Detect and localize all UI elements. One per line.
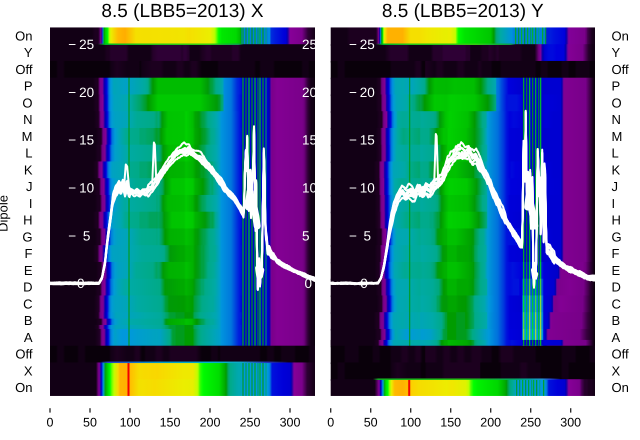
svg-text:H: H (23, 213, 32, 228)
svg-text:−: − (349, 133, 357, 148)
svg-text:−: − (68, 37, 76, 52)
svg-text:0: 0 (327, 416, 334, 430)
svg-text:On: On (15, 380, 32, 395)
svg-text:H: H (612, 213, 621, 228)
svg-text:150: 150 (440, 416, 461, 430)
svg-text:G: G (22, 229, 32, 244)
svg-text:K: K (612, 162, 621, 177)
svg-text:Off: Off (612, 347, 629, 362)
svg-text:Off: Off (612, 62, 629, 77)
svg-text:N: N (23, 112, 32, 127)
svg-text:M: M (612, 129, 623, 144)
svg-text:150: 150 (160, 416, 181, 430)
svg-text:−: − (68, 133, 76, 148)
svg-text:300: 300 (280, 416, 301, 430)
svg-text:On: On (15, 28, 32, 43)
svg-text:100: 100 (400, 416, 421, 430)
svg-text:10: 10 (360, 181, 375, 196)
svg-text:L: L (612, 146, 619, 161)
svg-text:25: 25 (79, 37, 94, 52)
svg-text:5: 5 (83, 228, 91, 243)
svg-text:N: N (612, 112, 621, 127)
svg-text:B: B (612, 313, 621, 328)
svg-text:O: O (612, 95, 622, 110)
svg-text:0: 0 (305, 276, 313, 291)
svg-text:−: − (68, 85, 76, 100)
svg-text:250: 250 (520, 416, 541, 430)
svg-text:−: − (349, 228, 357, 243)
svg-text:200: 200 (480, 416, 501, 430)
svg-text:−: − (349, 37, 357, 52)
svg-text:10: 10 (79, 181, 94, 196)
svg-text:0: 0 (47, 416, 54, 430)
svg-text:15: 15 (302, 133, 317, 148)
svg-text:J: J (26, 179, 33, 194)
svg-text:L: L (25, 146, 32, 161)
svg-text:E: E (612, 263, 621, 278)
svg-text:B: B (24, 313, 33, 328)
svg-text:0: 0 (77, 276, 85, 291)
svg-text:20: 20 (79, 85, 94, 100)
svg-text:E: E (24, 263, 33, 278)
svg-text:5: 5 (302, 228, 310, 243)
svg-text:−: − (68, 228, 76, 243)
svg-text:D: D (612, 280, 621, 295)
svg-text:P: P (24, 79, 33, 94)
svg-text:P: P (612, 79, 621, 94)
svg-text:F: F (25, 246, 33, 261)
svg-text:250: 250 (240, 416, 261, 430)
svg-text:−: − (349, 181, 357, 196)
svg-text:10: 10 (302, 181, 317, 196)
svg-text:J: J (612, 179, 619, 194)
svg-text:G: G (612, 229, 622, 244)
svg-text:20: 20 (302, 85, 317, 100)
svg-text:X: X (612, 363, 621, 378)
svg-text:O: O (22, 95, 32, 110)
svg-text:−: − (349, 85, 357, 100)
svg-text:A: A (612, 330, 621, 345)
svg-text:I: I (612, 196, 616, 211)
svg-text:X: X (24, 363, 33, 378)
svg-text:F: F (612, 246, 620, 261)
svg-text:D: D (23, 280, 32, 295)
svg-text:100: 100 (120, 416, 141, 430)
svg-text:15: 15 (360, 133, 375, 148)
svg-text:50: 50 (364, 416, 378, 430)
svg-text:25: 25 (302, 37, 317, 52)
svg-text:I: I (29, 196, 33, 211)
svg-text:50: 50 (83, 416, 97, 430)
svg-text:25: 25 (360, 37, 375, 52)
svg-text:K: K (24, 162, 33, 177)
svg-text:8.5 (LBB5=2013) X: 8.5 (LBB5=2013) X (101, 1, 263, 22)
svg-text:Y: Y (24, 45, 33, 60)
svg-text:0: 0 (360, 276, 368, 291)
svg-text:20: 20 (360, 85, 375, 100)
svg-text:C: C (23, 296, 32, 311)
svg-text:C: C (612, 296, 621, 311)
svg-text:8.5 (LBB5=2013) Y: 8.5 (LBB5=2013) Y (382, 1, 544, 22)
svg-text:200: 200 (200, 416, 221, 430)
svg-text:300: 300 (560, 416, 581, 430)
svg-text:On: On (612, 28, 629, 43)
svg-text:A: A (24, 330, 33, 345)
svg-text:15: 15 (79, 133, 94, 148)
svg-text:On: On (612, 380, 629, 395)
svg-text:5: 5 (364, 228, 372, 243)
svg-text:−: − (68, 181, 76, 196)
svg-text:Dipole: Dipole (0, 195, 11, 232)
svg-text:Off: Off (15, 347, 32, 362)
svg-text:M: M (22, 129, 33, 144)
svg-text:Y: Y (612, 45, 621, 60)
svg-text:Off: Off (15, 62, 32, 77)
